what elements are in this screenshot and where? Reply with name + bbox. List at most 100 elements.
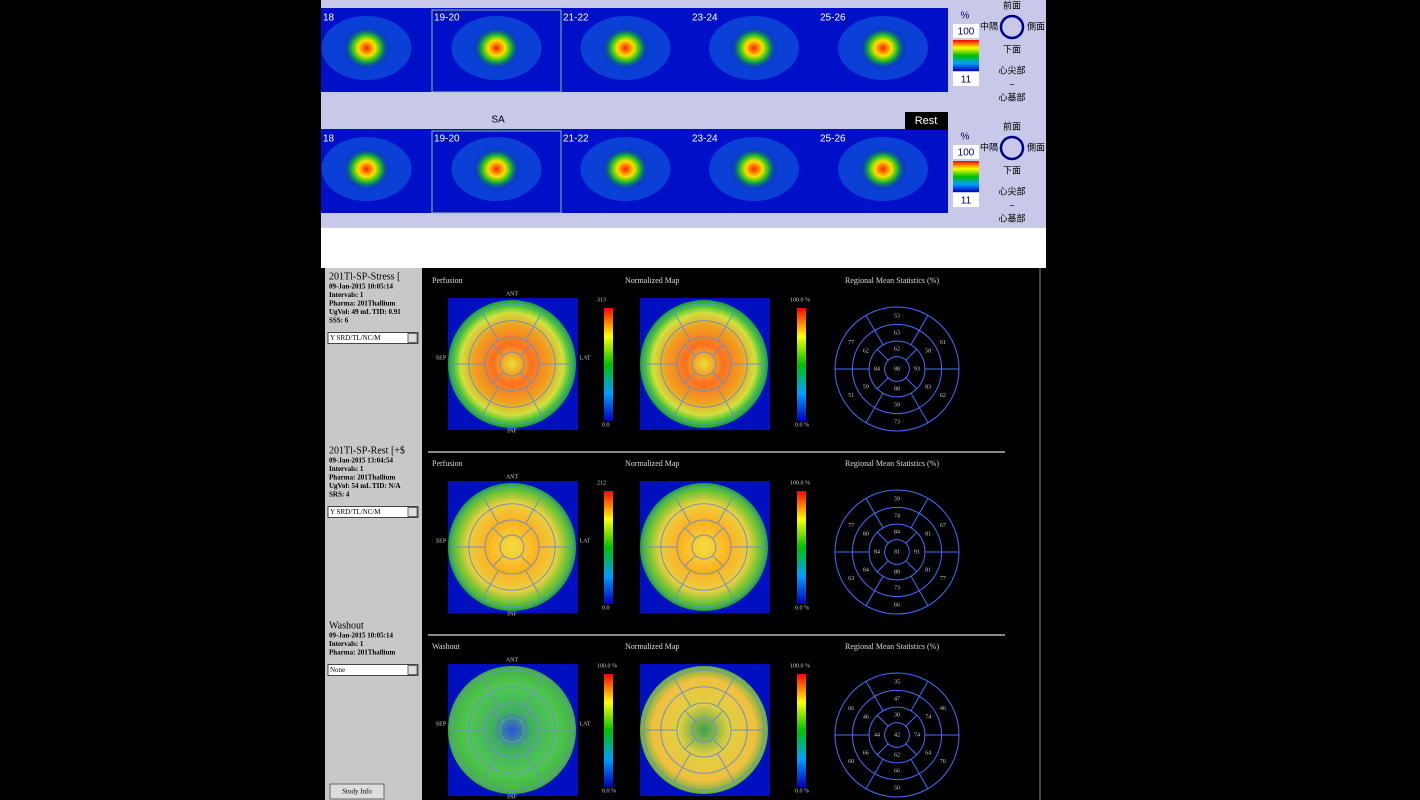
polar-spoke [520, 344, 532, 356]
view-label: SA [491, 115, 505, 126]
stats-title: Regional Mean Statistics (%) [845, 276, 939, 285]
segment-value: 81 [925, 567, 931, 573]
bar-min: 0.0 [602, 605, 610, 611]
polar-map [448, 666, 576, 794]
polar-spoke [712, 344, 724, 356]
polar-spoke [684, 372, 696, 384]
polar-spoke [673, 753, 691, 783]
polar-spoke [876, 348, 889, 361]
axis-lat: LAT [580, 355, 591, 361]
slice-label: 25-26 [820, 134, 846, 145]
study-title: 201Tl-SP-Rest [+$ [329, 445, 405, 456]
study-line: Pharma: 201Thallium [329, 474, 395, 482]
study-line: SRS: 4 [329, 491, 350, 499]
slice-label: 21-22 [563, 13, 589, 24]
scale-box [953, 145, 979, 159]
polar-spoke [684, 710, 696, 722]
slice-label: 18 [323, 13, 335, 24]
segment-value: 81 [894, 549, 900, 555]
segment-value: 88 [894, 366, 900, 372]
polar-spoke [492, 344, 504, 356]
bar-max: 100.0 % [790, 297, 810, 303]
segment-value: 80 [863, 531, 869, 537]
polar-spoke [492, 710, 504, 722]
polar-spoke [905, 714, 918, 727]
slice-label: 23-24 [692, 13, 718, 24]
polar-spoke [865, 681, 884, 712]
bar-max: 313 [597, 297, 606, 303]
segment-value: 53 [894, 313, 900, 319]
map-title: Perfusion [432, 459, 463, 468]
polar-spoke [712, 738, 724, 750]
polar-spoke [525, 753, 543, 783]
polar-spoke [520, 555, 532, 567]
orientation-top: 前面 [1003, 0, 1021, 10]
study-dropdown[interactable] [327, 664, 419, 676]
dropdown-arrow [407, 507, 418, 517]
orientation-top: 前面 [1003, 120, 1021, 131]
segment-value: 66 [894, 768, 900, 774]
segment-value: 58 [925, 348, 931, 354]
study-line: 09-Jan-2015 13:04:54 [329, 457, 393, 465]
study-line: 09-Jan-2015 10:05:14 [329, 632, 393, 640]
polar-spoke [910, 681, 929, 712]
polar-ring [884, 539, 910, 565]
segment-value: 64 [925, 750, 931, 756]
polar-spoke [876, 531, 889, 544]
polar-spoke [910, 498, 929, 529]
orientation-from: 心尖部 [998, 64, 1025, 75]
segment-value: 62 [894, 346, 900, 352]
polar-spoke [673, 387, 691, 417]
study-dropdown[interactable] [327, 506, 419, 518]
segment-value: 60 [848, 759, 854, 765]
polar-spoke [910, 315, 929, 346]
polar-spoke [520, 710, 532, 722]
polar-spoke [865, 575, 884, 606]
polar-spoke [910, 575, 929, 606]
polar-spoke [520, 738, 532, 750]
polar-spoke [673, 311, 691, 341]
polar-spoke [717, 753, 735, 783]
segment-value: 77 [848, 523, 854, 529]
color-bar [604, 308, 613, 421]
study-dropdown[interactable] [327, 332, 419, 344]
segment-value: 62 [894, 752, 900, 758]
segment-value: 51 [848, 393, 854, 399]
orientation-left: 中隔 [980, 20, 998, 31]
orientation-to: 心基部 [998, 91, 1025, 102]
segment-value: 83 [925, 384, 931, 390]
bar-min: 0.0 [602, 422, 610, 428]
segment-value: 73 [894, 419, 900, 425]
color-bar [797, 674, 806, 787]
polar-ring [691, 717, 717, 743]
color-bar [797, 491, 806, 604]
white-strip [321, 228, 1046, 268]
orientation-sep: ~ [1009, 200, 1014, 210]
scale-box [953, 24, 979, 38]
segment-value: 63 [848, 576, 854, 582]
normalized-title: Normalized Map [625, 276, 679, 285]
polar-map [640, 483, 768, 611]
axis-ant: ANT [506, 657, 519, 663]
segment-value: 93 [914, 366, 920, 372]
slice-image [730, 147, 778, 191]
axis-sep: SEP [436, 721, 447, 727]
segment-value: 77 [848, 340, 854, 346]
polar-ring [691, 351, 717, 377]
orientation-to: 心基部 [998, 212, 1025, 223]
segment-value: 59 [894, 402, 900, 408]
slice-label: 25-26 [820, 13, 846, 24]
polar-spoke [481, 570, 499, 600]
study-line: Intervals: 1 [329, 465, 364, 473]
dropdown-value: None [330, 666, 345, 674]
polar-spoke [865, 392, 884, 423]
dropdown-arrow [407, 333, 418, 343]
map-title: Washout [432, 642, 461, 651]
slice-image [730, 26, 778, 70]
polar-spoke [876, 560, 889, 573]
study-info-button[interactable] [329, 783, 385, 800]
study-title: 201Tl-SP-Stress [ [329, 271, 400, 282]
color-bar [604, 491, 613, 604]
